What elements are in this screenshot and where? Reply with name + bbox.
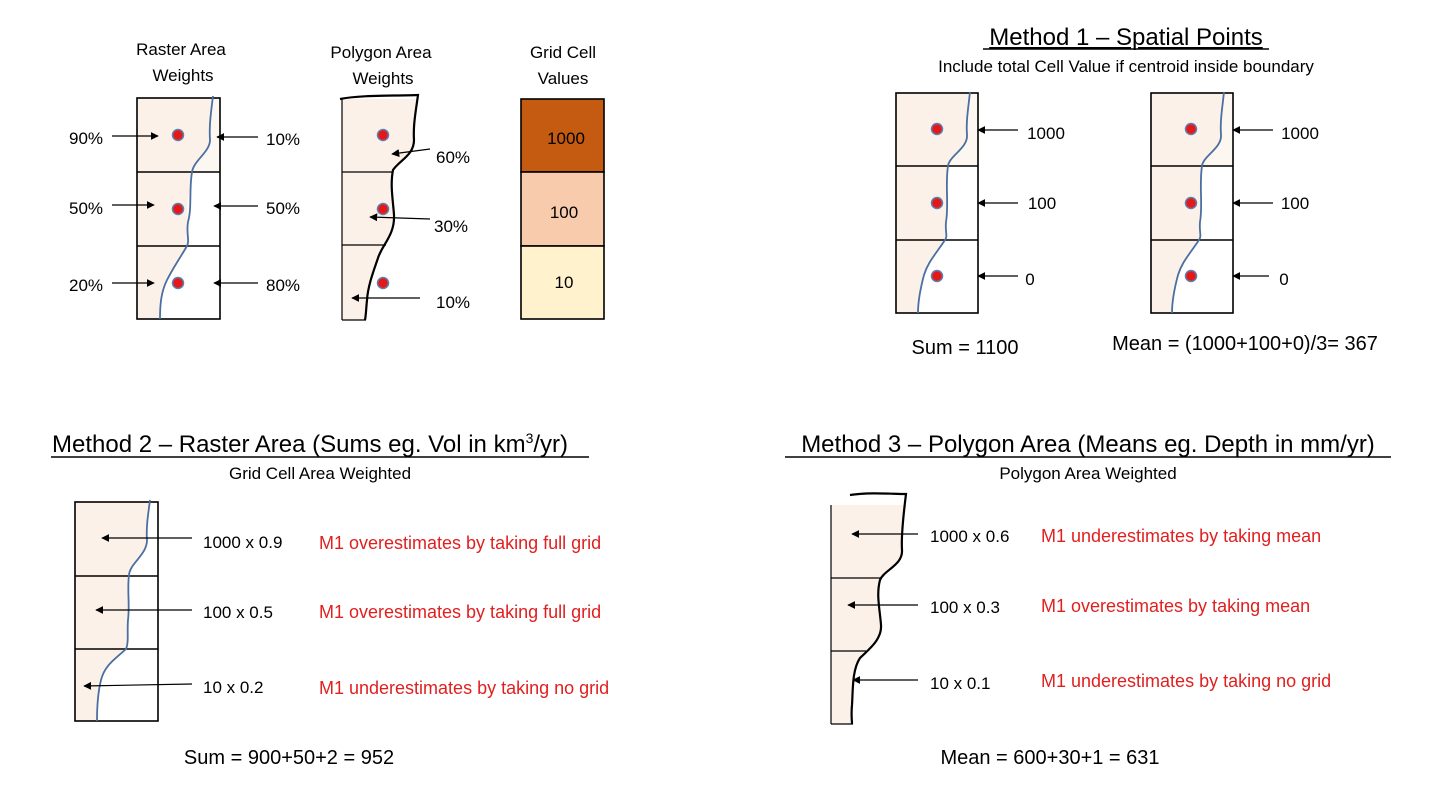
method1-right-river (1171, 91, 1225, 314)
method2-title-main: Method 2 – Raster Area (Sums eg. Vol in … (52, 431, 526, 458)
raster-arrows (112, 132, 258, 287)
polygon-title-line2: Weights (352, 69, 413, 88)
method2-subtitle: Grid Cell Area Weighted (229, 464, 411, 483)
polygon-centroid-dots (376, 128, 390, 290)
raster-left-label-2: 20% (69, 276, 103, 295)
method1-sum: Sum = 1100 (912, 337, 1019, 359)
method2-panel: Method 2 – Raster Area (Sums eg. Vol in … (51, 430, 609, 769)
method2-label-1: 100 x 0.5 (203, 603, 273, 622)
method2-note-1: M1 overestimates by taking full grid (319, 602, 601, 622)
grid-title-line2: Values (538, 69, 589, 88)
raster-title-line2: Weights (152, 66, 213, 85)
polygon-title-line1: Polygon Area (330, 43, 432, 62)
method1-subtitle: Include total Cell Value if centroid ins… (938, 57, 1314, 76)
method3-note-2: M1 underestimates by taking no grid (1041, 671, 1331, 691)
method2-title-superscript: 3 (526, 430, 534, 446)
method1-left-river (917, 91, 971, 314)
method2-note-2: M1 underestimates by taking no grid (319, 678, 609, 698)
method1-right-value-1: 100 (1281, 194, 1309, 213)
polygon-label-0: 60% (436, 148, 470, 167)
polygon-area-weights-panel: Polygon Area Weights 60% 30% 10% (330, 43, 470, 321)
method2-label-0: 1000 x 0.9 (203, 533, 282, 552)
grid-title-line1: Grid Cell (530, 43, 596, 62)
grid-value-1: 100 (550, 203, 578, 222)
method1-left-value-2: 0 (1025, 270, 1034, 289)
method3-boundary (849, 492, 908, 725)
method2-note-0: M1 overestimates by taking full grid (319, 533, 601, 553)
grid-cell-10 (520, 245, 605, 320)
method2-sum: Sum = 900+50+2 = 952 (184, 747, 394, 769)
raster-area-weights-panel: Raster Area Weights 90% 50% 20% 10% 50% (69, 40, 300, 320)
method3-mean: Mean = 600+30+1 = 631 (940, 747, 1159, 769)
method2-land-fill (75, 502, 150, 721)
raster-right-label-2: 80% (266, 276, 300, 295)
method2-label-2: 10 x 0.2 (203, 678, 264, 697)
raster-river-line (159, 95, 214, 320)
method3-grid-lines (830, 505, 882, 725)
method3-polygon (831, 505, 906, 724)
polygon-grid-lines (341, 99, 393, 321)
grid-value-2: 10 (555, 273, 574, 292)
raster-left-label-0: 90% (69, 129, 103, 148)
grid-cell-100 (520, 171, 605, 247)
method1-right-value-0: 1000 (1281, 124, 1319, 143)
polygon-boundary-line (339, 93, 420, 321)
method1-right-dots (1184, 122, 1198, 283)
raster-left-label-1: 50% (69, 199, 103, 218)
raster-centroid-dots (171, 128, 185, 290)
method3-arrows (847, 530, 918, 684)
polygon-label-1: 30% (434, 217, 468, 236)
method3-note-0: M1 underestimates by taking mean (1041, 526, 1321, 546)
method1-left-value-1: 100 (1028, 194, 1056, 213)
method1-left-dots (930, 122, 944, 283)
method3-subtitle: Polygon Area Weighted (999, 464, 1176, 483)
raster-right-label-1: 50% (266, 199, 300, 218)
method3-label-0: 1000 x 0.6 (930, 527, 1009, 546)
method1-title: Method 1 – Spatial Points (989, 24, 1263, 51)
method3-note-1: M1 overestimates by taking mean (1041, 596, 1310, 616)
method2-title: Method 2 – Raster Area (Sums eg. Vol in … (52, 430, 568, 458)
grid-cell-values-panel: Grid Cell Values 1000 100 10 (520, 43, 605, 320)
method2-title-end: /yr) (533, 431, 568, 458)
method1-left-value-0: 1000 (1027, 124, 1065, 143)
method1-left-arrows (977, 126, 1018, 280)
raster-right-label-0: 10% (266, 130, 300, 149)
method2-river (96, 499, 151, 722)
method1-mean: Mean = (1000+100+0)/3= 367 (1112, 333, 1378, 355)
method3-label-2: 10 x 0.1 (930, 674, 991, 693)
method1-right-value-2: 0 (1279, 270, 1288, 289)
method3-title: Method 3 – Polygon Area (Means eg. Depth… (801, 431, 1375, 458)
method3-panel: Method 3 – Polygon Area (Means eg. Depth… (785, 431, 1391, 769)
polygon-label-2: 10% (436, 293, 470, 312)
polygon-arrows (351, 148, 431, 302)
method1-right-arrows (1232, 126, 1273, 280)
method3-label-1: 100 x 0.3 (930, 598, 1000, 617)
method1-panel: Method 1 – Spatial Points Include total … (895, 24, 1378, 359)
raster-title-line1: Raster Area (136, 40, 226, 59)
grid-value-0: 1000 (547, 129, 585, 148)
method2-arrows (83, 534, 193, 690)
method2-grid (74, 501, 159, 722)
